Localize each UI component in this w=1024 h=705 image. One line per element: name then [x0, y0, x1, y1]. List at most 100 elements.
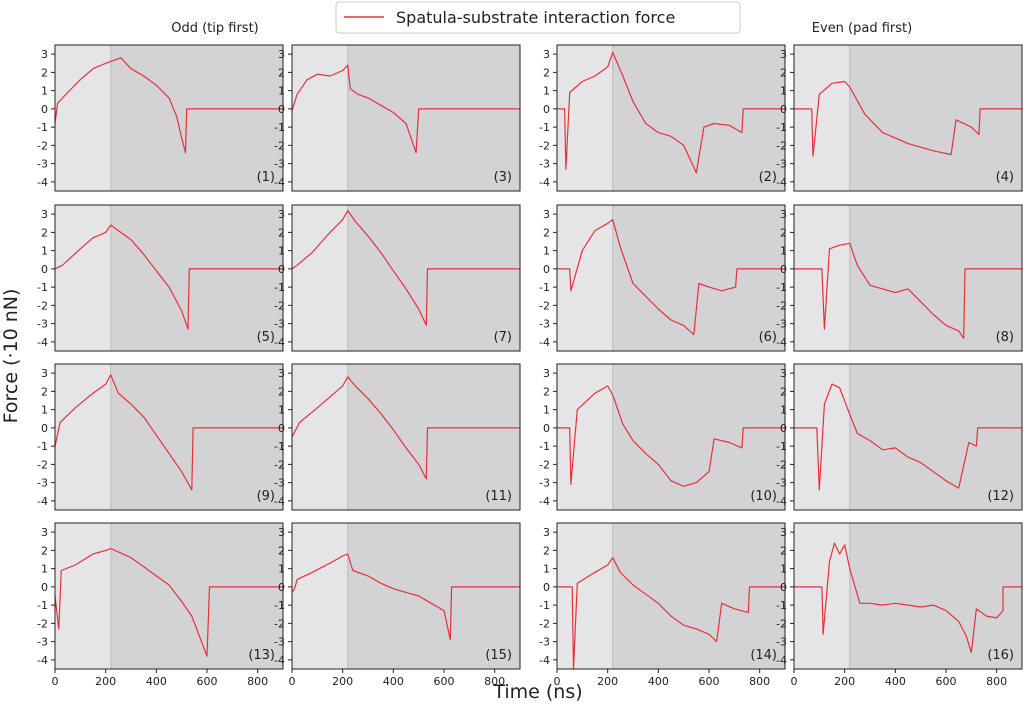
panel-frame — [54, 204, 284, 352]
panel-label: (10) — [750, 489, 777, 504]
y-tick-label: 1 — [543, 563, 550, 576]
y-tick-label: -1 — [539, 281, 550, 294]
y-tick-label: 1 — [543, 245, 550, 258]
y-tick-label: -3 — [776, 158, 787, 171]
y-tick-label: 3 — [780, 48, 787, 61]
y-tick-label: -2 — [776, 458, 787, 471]
column-title-right: Even (pad first) — [812, 21, 912, 36]
x-tick-label: 0 — [791, 675, 798, 688]
y-tick-label: -1 — [274, 599, 285, 612]
phase-shade-early — [794, 45, 850, 191]
y-tick-label: -2 — [539, 299, 550, 312]
y-tick-label: 0 — [278, 422, 285, 435]
series-line — [557, 385, 785, 487]
y-tick-label: -4 — [37, 654, 48, 667]
y-tick-label: 1 — [780, 85, 787, 98]
panel-label: (3) — [494, 170, 512, 185]
y-tick-label: 1 — [780, 245, 787, 258]
y-tick-label: 2 — [780, 66, 787, 79]
phase-shade-late — [612, 523, 785, 669]
y-tick-label: 1 — [543, 404, 550, 417]
y-tick-label: 2 — [780, 544, 787, 557]
y-tick-label: 1 — [41, 404, 48, 417]
panel: (4) -4 -3 -2 -1 0 1 2 3 — [776, 44, 1023, 192]
y-tick-label: -1 — [776, 121, 787, 134]
y-tick-label: -4 — [539, 336, 550, 349]
y-tick-label: 2 — [780, 385, 787, 398]
y-tick-label: 3 — [780, 208, 787, 221]
y-tick-label: -3 — [539, 318, 550, 331]
phase-shade-late — [110, 364, 283, 510]
y-tick-label: 2 — [278, 544, 285, 557]
phase-shade-late — [849, 45, 1022, 191]
series-line — [54, 57, 283, 154]
panel-label: (8) — [996, 330, 1014, 345]
y-tick-label: 0 — [278, 103, 285, 116]
x-tick-label: 400 — [885, 675, 906, 688]
y-tick-label: 2 — [41, 385, 48, 398]
panel-label: (16) — [987, 648, 1014, 663]
y-tick-label: 3 — [41, 367, 48, 380]
series-line — [291, 209, 520, 326]
panel-label: (2) — [759, 170, 777, 185]
panel-frame — [793, 522, 1023, 670]
y-tick-label: -1 — [776, 599, 787, 612]
panel-label: (15) — [485, 648, 512, 663]
y-tick-label: 0 — [543, 263, 550, 276]
panel: (16) -4 -3 -2 -1 0 1 2 3 0 200 400 600 800 — [776, 522, 1023, 688]
panel-frame — [54, 363, 284, 511]
y-tick-label: 2 — [278, 226, 285, 239]
phase-shade-late — [110, 205, 283, 351]
phase-shade-early — [557, 523, 613, 669]
x-tick-label: 400 — [383, 675, 404, 688]
y-tick-label: -1 — [776, 281, 787, 294]
x-tick-label: 600 — [699, 675, 720, 688]
panel-frame — [793, 204, 1023, 352]
panel-frame — [556, 363, 786, 511]
y-tick-label: 0 — [780, 103, 787, 116]
phase-shade-early — [292, 45, 348, 191]
y-tick-label: 0 — [278, 581, 285, 594]
y-tick-label: -2 — [776, 299, 787, 312]
y-tick-label: -3 — [274, 318, 285, 331]
y-tick-label: -3 — [274, 636, 285, 649]
x-tick-label: 600 — [197, 675, 218, 688]
y-tick-label: 3 — [543, 367, 550, 380]
phase-shade-early — [55, 364, 111, 510]
y-tick-label: 2 — [543, 226, 550, 239]
y-tick-label: 3 — [543, 208, 550, 221]
x-tick-label: 200 — [834, 675, 855, 688]
y-tick-label: -2 — [274, 458, 285, 471]
y-tick-label: 3 — [41, 526, 48, 539]
y-tick-label: 2 — [780, 226, 787, 239]
y-tick-label: 0 — [780, 263, 787, 276]
y-tick-label: 1 — [543, 85, 550, 98]
y-tick-label: 1 — [780, 404, 787, 417]
y-tick-label: 0 — [41, 422, 48, 435]
phase-shade-late — [110, 45, 283, 191]
y-tick-label: 0 — [41, 581, 48, 594]
y-tick-label: 3 — [780, 367, 787, 380]
y-tick-label: 3 — [278, 48, 285, 61]
series-line — [291, 64, 520, 154]
phase-shade-early — [292, 205, 348, 351]
phase-shade-early — [292, 523, 348, 669]
y-tick-label: 2 — [41, 226, 48, 239]
panel-frame — [54, 522, 284, 670]
y-tick-label: 2 — [543, 385, 550, 398]
x-tick-label: 600 — [936, 675, 957, 688]
panel-label: (9) — [257, 489, 275, 504]
phase-shade-early — [557, 205, 613, 351]
y-tick-label: 0 — [780, 581, 787, 594]
phase-shade-late — [849, 205, 1022, 351]
y-tick-label: -3 — [37, 636, 48, 649]
y-tick-label: -1 — [37, 440, 48, 453]
y-tick-label: -2 — [37, 458, 48, 471]
y-tick-label: 3 — [543, 526, 550, 539]
y-tick-label: -3 — [37, 158, 48, 171]
y-tick-label: -2 — [37, 617, 48, 630]
